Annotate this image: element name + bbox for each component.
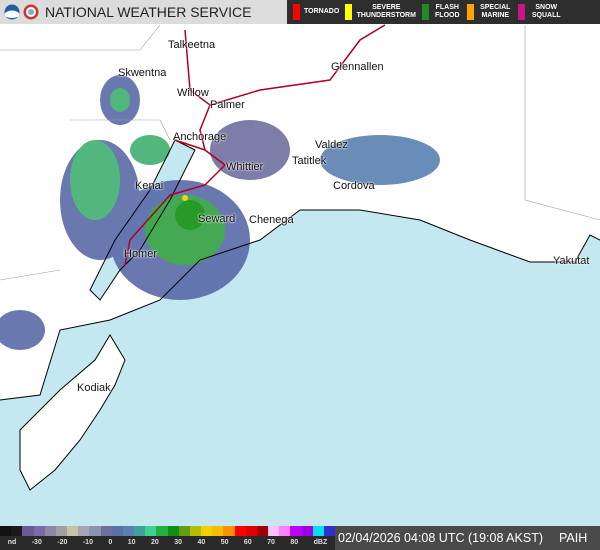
scale-tick: 70 — [267, 539, 275, 546]
city-label: Willow — [177, 87, 209, 99]
roads — [124, 24, 386, 266]
scale-swatch — [0, 526, 12, 536]
city-label: Anchorage — [173, 131, 227, 143]
scale-tick: 50 — [220, 539, 229, 546]
scale-swatch — [156, 526, 168, 536]
scale-swatch — [290, 526, 302, 536]
scale-swatch — [111, 526, 123, 536]
scale-swatch — [245, 526, 257, 536]
scale-tick: 0 — [108, 539, 113, 546]
scale-tick: 80 — [290, 539, 299, 546]
scale-swatch — [323, 526, 336, 536]
scale-swatch — [67, 526, 79, 536]
scale-swatch — [279, 526, 291, 536]
scale-swatch — [33, 526, 45, 536]
header-title: NATIONAL WEATHER SERVICE — [45, 4, 252, 20]
city-label: Chenega — [249, 214, 294, 226]
city-label: Skwentna — [118, 67, 167, 79]
scale-swatch — [89, 526, 101, 536]
city-label: Palmer — [210, 99, 245, 111]
scale-swatch — [212, 526, 224, 536]
warning-legend: TORNADO SEVERE THUNDERSTORM FLASH FLOOD … — [287, 0, 600, 24]
city-label: Seward — [198, 213, 236, 225]
scale-swatch — [312, 526, 324, 536]
status-bar: 02/04/2026 04:08 UTC (19:08 AKST) PAIH — [335, 526, 600, 550]
kodiak-island — [19, 334, 126, 491]
scale-swatch — [44, 526, 56, 536]
scale-tick: nd — [7, 539, 17, 546]
scale-swatch — [256, 526, 269, 536]
city-label: Yakutat — [553, 255, 590, 267]
scale-swatch — [234, 526, 246, 536]
legend-tornado: TORNADO — [293, 4, 339, 20]
radar-echoes — [0, 75, 440, 350]
scale-swatch — [223, 526, 235, 536]
timestamp: 02/04/2026 04:08 UTC (19:08 AKST) — [338, 531, 543, 545]
scale-swatch — [145, 526, 157, 536]
city-label: Whittier — [226, 161, 264, 173]
legend-severe-thunderstorm: SEVERE THUNDERSTORM — [345, 4, 416, 20]
city-label: Talkeetna — [168, 39, 216, 51]
scale-tick: 20 — [150, 539, 159, 546]
scale-tick: 60 — [243, 539, 252, 546]
scale-swatch — [134, 526, 146, 536]
scale-swatch — [189, 526, 202, 536]
scale-tick: dBZ — [313, 539, 328, 546]
city-label: Cordova — [333, 180, 375, 192]
header: NATIONAL WEATHER SERVICE — [0, 0, 287, 24]
scale-tick: -20 — [57, 539, 68, 546]
nws-logo — [23, 4, 39, 20]
scale-swatch — [178, 526, 190, 536]
scale-tick: -10 — [82, 539, 93, 546]
city-label: Tatitlek — [292, 155, 327, 167]
scale-swatch — [122, 526, 135, 536]
scale-swatch — [201, 526, 213, 536]
scale-swatch — [22, 526, 34, 536]
coastlines — [0, 139, 600, 401]
scale-swatch — [268, 526, 280, 536]
legend-special-marine: SPECIAL MARINE — [467, 4, 512, 20]
dbz-color-scale: nd -30 -20 -10 0 10 20 30 40 50 60 70 80 dBZ — [0, 526, 336, 550]
legend-flash-flood: FLASH FLOOD — [422, 4, 461, 20]
scale-tick: 30 — [174, 539, 183, 546]
city-label: Glennallen — [331, 61, 384, 73]
radar-station: PAIH — [559, 531, 588, 545]
city-label: Valdez — [315, 139, 348, 151]
ocean — [0, 210, 600, 526]
borders — [0, 24, 600, 281]
legend-snow-squall: SNOW SQUALL — [518, 4, 563, 20]
scale-swatch — [11, 526, 23, 536]
scale-swatch — [167, 526, 179, 536]
noaa-logo — [4, 4, 20, 20]
scale-tick: 10 — [127, 539, 136, 546]
scale-swatch — [301, 526, 313, 536]
city-label: Kenai — [135, 180, 164, 192]
scale-swatch — [100, 526, 112, 536]
scale-swatch — [55, 526, 68, 536]
scale-tick: -30 — [31, 539, 42, 546]
scale-tick: 40 — [197, 539, 206, 546]
city-label: Homer — [124, 248, 158, 260]
scale-swatch — [78, 526, 90, 536]
city-label: Kodiak — [77, 382, 111, 394]
